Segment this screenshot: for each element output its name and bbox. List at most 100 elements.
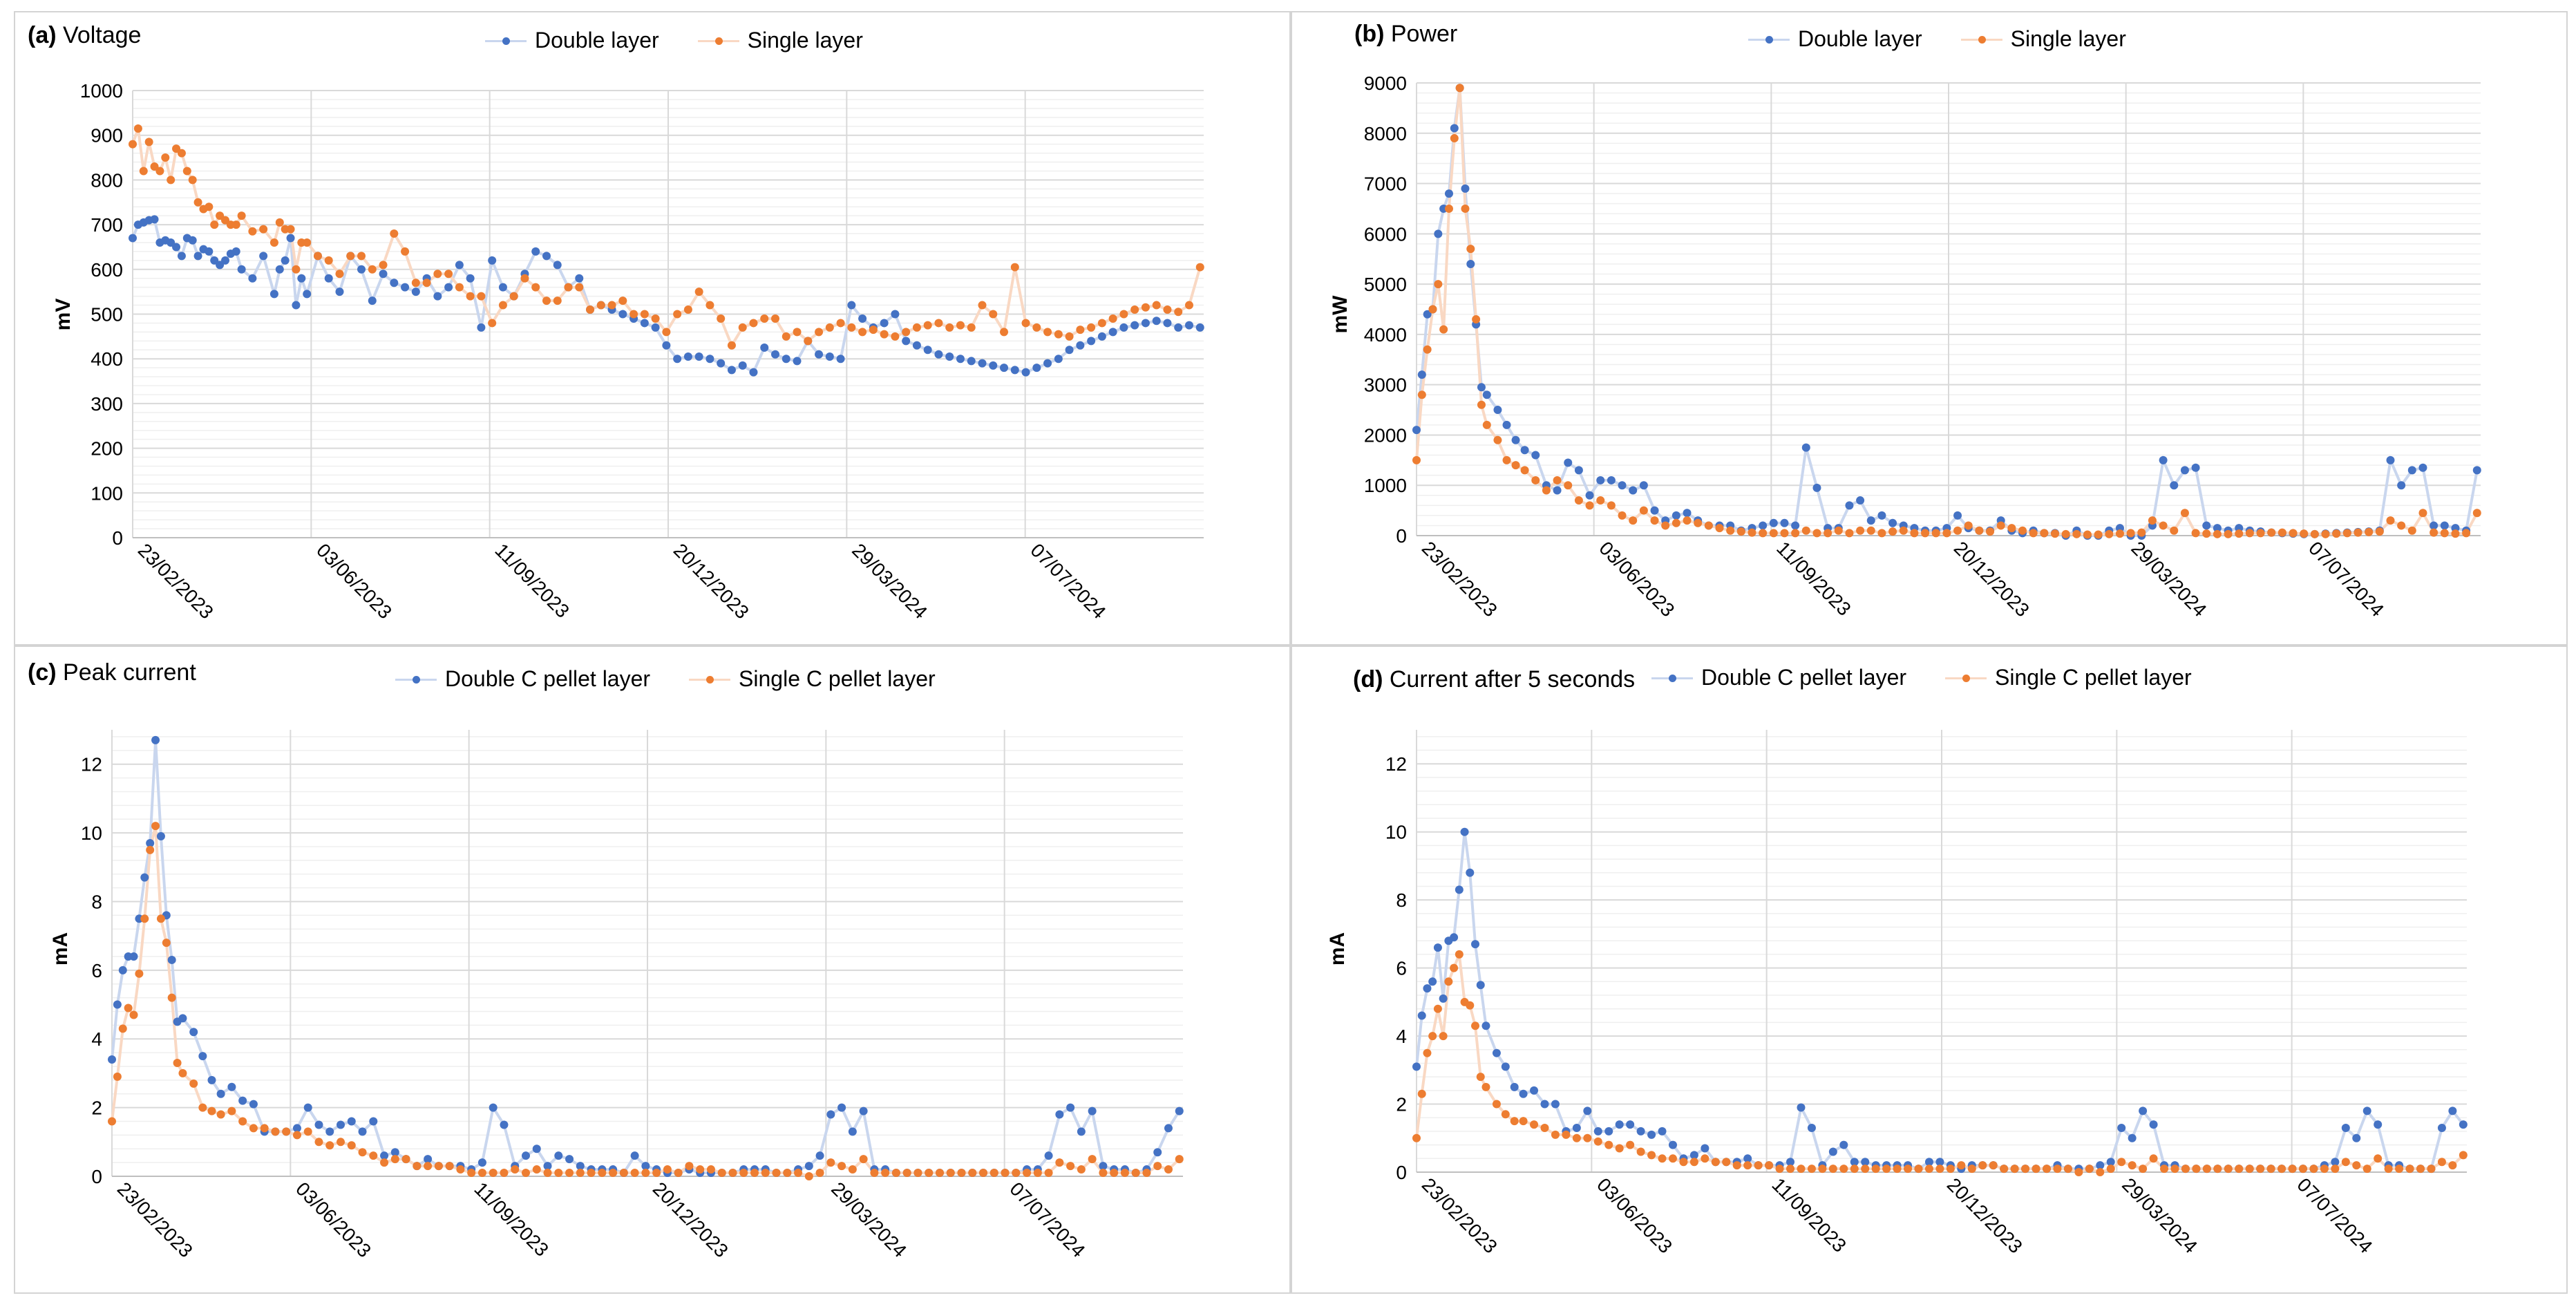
- data-point-single: [1726, 526, 1735, 535]
- data-point-double: [500, 1120, 509, 1129]
- data-point-single: [2115, 529, 2124, 538]
- data-point-double: [793, 357, 802, 366]
- data-point-single: [1000, 328, 1009, 337]
- data-point-single: [1130, 305, 1139, 314]
- data-point-double: [146, 838, 155, 847]
- data-point-single: [847, 323, 856, 332]
- data-point-double: [188, 236, 197, 245]
- data-point-single: [434, 1162, 443, 1171]
- data-point-single: [2159, 521, 2168, 530]
- data-point-single: [2063, 1165, 2072, 1174]
- data-point-single: [198, 1103, 207, 1112]
- data-point-single: [859, 1155, 868, 1164]
- data-point-double: [923, 346, 932, 355]
- data-point-double: [542, 252, 551, 261]
- data-point-single: [282, 1127, 291, 1136]
- data-point-double: [292, 1124, 301, 1133]
- data-point-single: [1540, 1124, 1549, 1132]
- data-point-single: [870, 1169, 879, 1178]
- data-point-single: [728, 1169, 737, 1178]
- data-point-single: [2007, 524, 2016, 533]
- data-point-single: [2277, 528, 2286, 537]
- data-point-single: [358, 1148, 367, 1157]
- data-point-double: [156, 832, 165, 841]
- data-point-single: [564, 283, 573, 292]
- data-point-single: [1743, 1161, 1752, 1170]
- data-point-single: [259, 225, 268, 234]
- data-point-double: [488, 256, 497, 265]
- data-point-double: [1466, 868, 1475, 877]
- data-point-single: [1043, 328, 1052, 337]
- data-point-single: [118, 1024, 127, 1033]
- data-point-single: [640, 310, 649, 319]
- data-point-single: [2256, 1165, 2265, 1174]
- data-point-single: [1461, 204, 1470, 213]
- data-point-single: [1668, 1154, 1677, 1163]
- data-point-single: [576, 1169, 585, 1178]
- data-point-double: [815, 350, 824, 359]
- y-tick-label: 700: [91, 214, 123, 236]
- legend: Double layer Single layer: [1748, 26, 2165, 52]
- data-point-single: [113, 1072, 122, 1081]
- data-point-single: [1055, 1158, 1064, 1167]
- data-point-double: [2472, 466, 2481, 475]
- data-point-double: [118, 965, 127, 974]
- data-point-single: [1492, 1100, 1501, 1109]
- data-point-single: [401, 1155, 410, 1164]
- y-tick-label: 8: [1396, 889, 1407, 911]
- data-point-single: [663, 1165, 672, 1174]
- data-point-double: [565, 1155, 574, 1164]
- y-tick-label: 2000: [1364, 424, 1407, 446]
- data-point-single: [227, 1106, 236, 1115]
- data-point-double: [1477, 383, 1486, 392]
- data-point-single: [182, 167, 191, 176]
- data-point-single: [390, 1155, 399, 1164]
- data-point-single: [804, 1172, 813, 1180]
- data-point-single: [705, 301, 714, 310]
- data-point-single: [2202, 1165, 2211, 1174]
- series-line-double: [1415, 831, 2465, 1171]
- y-tick-label: 0: [1396, 525, 1407, 547]
- data-point-single: [500, 1169, 509, 1178]
- data-point-single: [2266, 1165, 2275, 1174]
- data-point-single: [902, 1169, 911, 1178]
- x-tick-label: 29/03/2024: [2118, 1174, 2201, 1257]
- data-point-double: [1658, 1127, 1667, 1136]
- data-point-double: [286, 234, 295, 243]
- data-point-single: [1428, 1032, 1437, 1041]
- legend-item-single: Single C pellet layer: [1945, 665, 2192, 690]
- data-point-single: [2298, 1165, 2307, 1174]
- data-point-single: [956, 321, 965, 330]
- data-point-single: [401, 247, 410, 256]
- data-point-single: [2256, 529, 2265, 538]
- y-tick-label: 6: [1396, 958, 1407, 979]
- y-tick-label: 0: [91, 1166, 102, 1187]
- data-point-double: [576, 1162, 585, 1171]
- data-point-single: [1444, 204, 1453, 213]
- data-point-double: [727, 366, 736, 375]
- data-point-single: [1021, 319, 1030, 328]
- data-point-single: [651, 314, 660, 323]
- data-point-single: [2245, 529, 2254, 538]
- data-point-double: [1119, 323, 1128, 332]
- data-point-single: [1722, 1158, 1731, 1167]
- data-point-double: [1585, 491, 1594, 500]
- data-point-double: [380, 1151, 389, 1160]
- data-point-single: [891, 1169, 900, 1178]
- legend-item-single: Single layer: [1960, 26, 2126, 52]
- data-point-double: [1164, 1124, 1173, 1133]
- data-point-single: [1978, 1161, 1987, 1170]
- data-point-single: [1593, 1137, 1602, 1146]
- data-point-double: [1701, 1144, 1710, 1153]
- data-point-double: [1455, 885, 1464, 894]
- data-point-double: [825, 352, 834, 361]
- data-point-single: [1759, 529, 1768, 538]
- data-point-single: [489, 1169, 498, 1178]
- y-tick-label: 10: [81, 822, 102, 844]
- panel-voltage: (a) Voltage Double layer Single layer mV…: [14, 11, 1291, 646]
- data-point-double: [836, 355, 845, 364]
- data-point-double: [259, 252, 268, 261]
- data-point-double: [891, 310, 900, 319]
- data-point-double: [1564, 458, 1573, 467]
- x-tick-label: 29/03/2024: [827, 1178, 911, 1261]
